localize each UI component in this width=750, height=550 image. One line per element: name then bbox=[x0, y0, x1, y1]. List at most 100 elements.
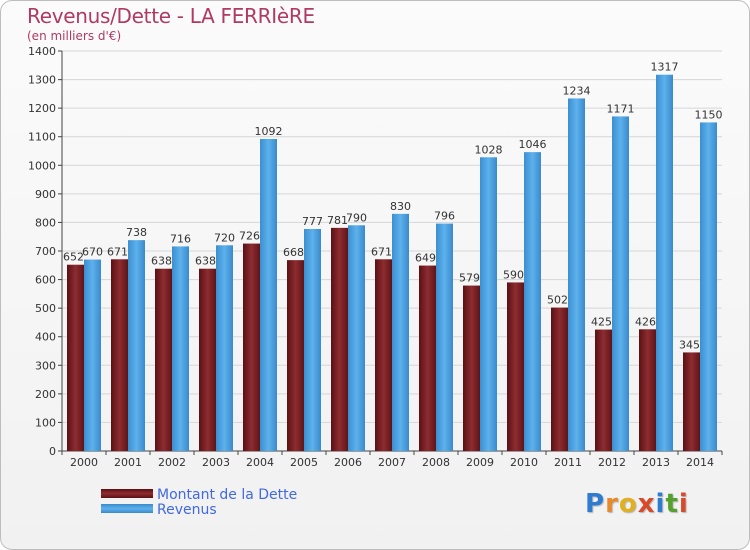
bars bbox=[67, 74, 717, 452]
y-tick-label: 800 bbox=[35, 216, 56, 229]
legend-swatch-debt bbox=[101, 489, 153, 498]
bar-debt bbox=[375, 259, 392, 451]
x-tick-label: 2000 bbox=[70, 456, 98, 469]
bar-revenue bbox=[172, 246, 189, 451]
data-label-revenue: 720 bbox=[214, 231, 235, 244]
data-label-debt: 638 bbox=[151, 255, 172, 268]
bar-revenue bbox=[700, 122, 717, 451]
bar-debt bbox=[199, 268, 216, 451]
x-tick-label: 2006 bbox=[334, 456, 362, 469]
y-tick-label: 500 bbox=[35, 302, 56, 315]
data-label-debt: 668 bbox=[283, 246, 304, 259]
data-label-revenue: 1234 bbox=[563, 84, 591, 97]
data-label-debt: 671 bbox=[371, 245, 392, 258]
data-label-debt: 671 bbox=[107, 245, 128, 258]
bar-debt bbox=[683, 352, 700, 451]
bar-revenue bbox=[84, 259, 101, 451]
x-tick-label: 2008 bbox=[422, 456, 450, 469]
data-label-debt: 726 bbox=[239, 230, 260, 243]
y-tick-label: 1000 bbox=[28, 159, 56, 172]
legend-label-revenue: Revenus bbox=[157, 502, 217, 518]
x-tick-label: 2001 bbox=[114, 456, 142, 469]
data-label-revenue: 790 bbox=[346, 211, 367, 224]
axes: 0 100 200 300 400 500 600 700 800 900 1000 1100 1200… bbox=[28, 45, 723, 469]
bar-revenue bbox=[260, 139, 277, 451]
data-label-revenue: 738 bbox=[126, 226, 147, 239]
data-label-revenue: 830 bbox=[390, 200, 411, 213]
data-label-debt: 649 bbox=[415, 252, 436, 265]
y-tick-label: 600 bbox=[35, 274, 56, 287]
y-tick-label: 700 bbox=[35, 245, 56, 258]
data-label-revenue: 1150 bbox=[695, 108, 723, 121]
y-tick-label: 1400 bbox=[28, 45, 56, 58]
bar-revenue bbox=[436, 223, 453, 451]
data-label-debt: 579 bbox=[459, 272, 480, 285]
bar-revenue bbox=[480, 157, 497, 452]
bar-revenue bbox=[304, 229, 321, 451]
x-tick-label: 2003 bbox=[202, 456, 230, 469]
bar-debt bbox=[111, 259, 128, 451]
data-label-debt: 345 bbox=[679, 338, 700, 351]
legend-label-debt: Montant de la Dette bbox=[157, 487, 298, 503]
bar-revenue bbox=[348, 225, 365, 451]
proxiti-logo: Proxiti bbox=[585, 489, 689, 519]
bar-debt bbox=[595, 329, 612, 451]
x-tick-label: 2007 bbox=[378, 456, 406, 469]
bar-debt bbox=[639, 329, 656, 451]
bar-debt bbox=[463, 285, 480, 451]
y-tick-label: 0 bbox=[49, 445, 56, 458]
data-label-revenue: 1171 bbox=[607, 102, 635, 115]
data-label-revenue: 1028 bbox=[475, 143, 503, 156]
y-tick-label: 100 bbox=[35, 416, 56, 429]
data-label-debt: 781 bbox=[327, 214, 348, 227]
data-label-debt: 652 bbox=[63, 251, 84, 264]
bar-debt bbox=[419, 265, 436, 451]
bar-revenue bbox=[612, 116, 629, 451]
x-tick-label: 2014 bbox=[686, 456, 714, 469]
data-label-revenue: 777 bbox=[302, 215, 323, 228]
data-label-debt: 590 bbox=[503, 268, 524, 281]
data-label-revenue: 1046 bbox=[519, 138, 547, 151]
data-label-revenue: 670 bbox=[82, 246, 103, 259]
x-tick-label: 2005 bbox=[290, 456, 318, 469]
data-label-revenue: 796 bbox=[434, 210, 455, 223]
y-tick-label: 400 bbox=[35, 331, 56, 344]
bar-revenue bbox=[216, 245, 233, 451]
x-tick-label: 2011 bbox=[554, 456, 582, 469]
chart-title: Revenus/Dette - LA FERRIèRE bbox=[27, 4, 315, 28]
y-tick-label: 1300 bbox=[28, 74, 56, 87]
y-tick-label: 300 bbox=[35, 359, 56, 372]
legend-swatch-revenue bbox=[101, 504, 153, 513]
x-tick-label: 2002 bbox=[158, 456, 186, 469]
data-label-revenue: 1317 bbox=[651, 61, 679, 74]
bar-revenue bbox=[392, 213, 409, 451]
data-label-debt: 638 bbox=[195, 255, 216, 268]
chart-subtitle: (en milliers d'€) bbox=[27, 29, 122, 43]
bar-revenue bbox=[568, 98, 585, 451]
bar-debt bbox=[551, 307, 568, 451]
x-tick-label: 2004 bbox=[246, 456, 274, 469]
bar-debt bbox=[243, 243, 260, 451]
bar-debt bbox=[67, 264, 84, 451]
bar-debt bbox=[331, 227, 348, 451]
x-tick-label: 2009 bbox=[466, 456, 494, 469]
y-tick-label: 1100 bbox=[28, 131, 56, 144]
bar-revenue bbox=[128, 240, 145, 451]
data-label-debt: 425 bbox=[591, 316, 612, 329]
y-tick-label: 1200 bbox=[28, 102, 56, 115]
bar-revenue bbox=[524, 152, 541, 451]
y-tick-label: 200 bbox=[35, 388, 56, 401]
bar-revenue bbox=[656, 74, 673, 451]
data-label-revenue: 716 bbox=[170, 232, 191, 245]
x-tick-label: 2013 bbox=[642, 456, 670, 469]
bar-debt bbox=[155, 268, 172, 451]
x-tick-label: 2012 bbox=[598, 456, 626, 469]
bar-debt bbox=[507, 282, 524, 451]
data-label-debt: 502 bbox=[547, 294, 568, 307]
data-label-revenue: 1092 bbox=[255, 125, 283, 138]
x-tick-label: 2010 bbox=[510, 456, 538, 469]
bar-debt bbox=[287, 260, 304, 451]
